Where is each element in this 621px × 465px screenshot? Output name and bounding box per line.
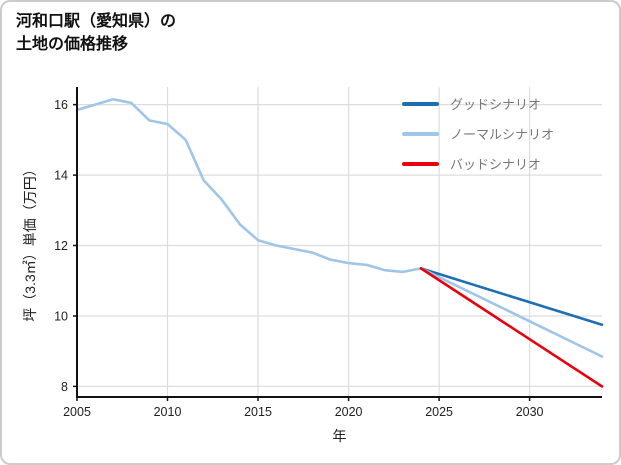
series-lines xyxy=(75,98,604,388)
chart-title: 河和口駅（愛知県）の 土地の価格推移 xyxy=(16,10,176,56)
svg-text:10: 10 xyxy=(54,310,68,324)
legend: グッドシナリオ ノーマルシナリオ バッドシナリオ xyxy=(402,94,554,173)
svg-text:2015: 2015 xyxy=(244,405,272,419)
svg-text:16: 16 xyxy=(54,98,68,112)
axes xyxy=(76,87,602,398)
good-scenario-line xyxy=(419,267,604,327)
bad-scenario-line-swatch xyxy=(402,161,439,166)
svg-text:2025: 2025 xyxy=(425,405,453,419)
chart-title-line-1: 河和口駅（愛知県）の xyxy=(16,13,177,30)
svg-text:12: 12 xyxy=(54,239,68,253)
svg-text:8: 8 xyxy=(61,380,68,394)
y-gridlines xyxy=(77,103,602,387)
normal-scenario-line xyxy=(419,267,604,358)
normal-scenario-line-swatch xyxy=(402,131,439,136)
svg-text:2010: 2010 xyxy=(154,405,182,419)
y-tick-labels: 8 10 12 14 16 xyxy=(54,98,77,394)
svg-text:2020: 2020 xyxy=(335,405,363,419)
legend-label-good-scenario: グッドシナリオ xyxy=(450,97,542,112)
y-axis-label: 坪（3.3㎡）単価（万円） xyxy=(22,162,38,322)
legend-label-normal-scenario: ノーマルシナリオ xyxy=(450,127,555,142)
legend-item-normal-scenario: ノーマルシナリオ xyxy=(402,124,554,143)
svg-text:2005: 2005 xyxy=(63,405,91,419)
svg-text:14: 14 xyxy=(54,169,68,183)
legend-item-good-scenario: グッドシナリオ xyxy=(402,94,554,113)
x-axis-label: 年 xyxy=(332,428,347,444)
good-scenario-line-swatch xyxy=(402,101,439,106)
chart-title-line-2: 土地の価格推移 xyxy=(16,36,129,53)
x-tick-labels: 2005 2010 2015 2020 2025 2030 xyxy=(63,397,544,419)
legend-item-bad-scenario: バッドシナリオ xyxy=(402,154,554,173)
bad-scenario-line xyxy=(419,267,604,388)
svg-text:2030: 2030 xyxy=(516,405,544,419)
history-line xyxy=(75,98,423,274)
legend-label-bad-scenario: バッドシナリオ xyxy=(450,157,542,172)
